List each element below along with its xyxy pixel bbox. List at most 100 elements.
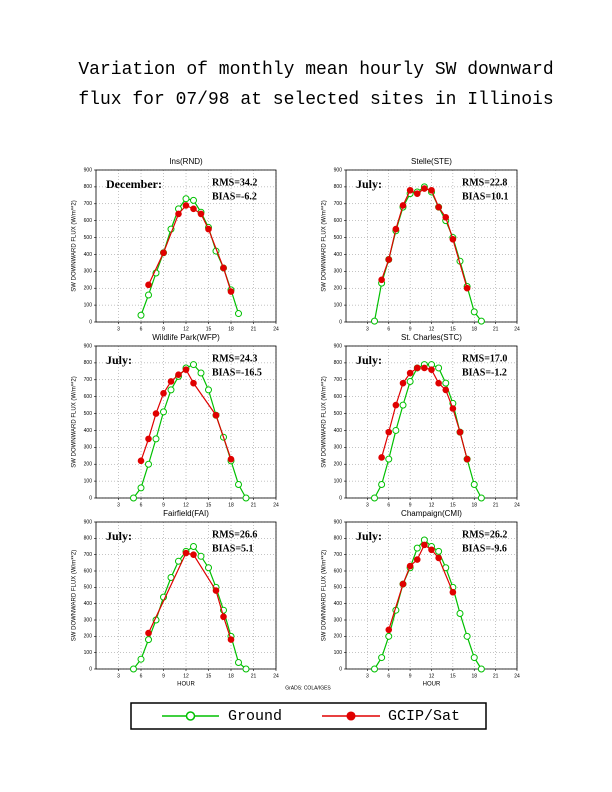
x-tick-label: 18: [228, 673, 234, 679]
data-point: [137, 457, 145, 465]
y-tick-label: 700: [334, 552, 343, 558]
y-tick-label: 200: [334, 462, 343, 468]
data-point: [413, 556, 421, 563]
data-point: [371, 317, 378, 325]
data-point: [190, 543, 197, 550]
data-point: [385, 256, 393, 263]
data-point: [205, 225, 212, 233]
y-axis-label: SW DOWNWARD FLUX (W/m**2): [322, 550, 328, 641]
x-tick-label: 12: [183, 673, 189, 679]
data-point: [190, 551, 197, 558]
y-tick-label: 300: [84, 445, 93, 451]
y-tick-label: 600: [334, 568, 343, 574]
x-tick-label: 6: [140, 502, 143, 508]
data-point: [413, 364, 421, 372]
x-tick-label: 6: [387, 673, 390, 679]
series-line: [140, 368, 232, 462]
data-point: [145, 636, 152, 644]
data-point: [378, 454, 385, 461]
y-tick-label: 100: [84, 650, 93, 656]
data-point: [197, 552, 205, 560]
panel-title: Fairfield(FAI): [163, 509, 209, 518]
y-tick-label: 800: [334, 536, 343, 542]
x-tick-label: 24: [273, 326, 279, 332]
y-tick-label: 600: [334, 218, 343, 224]
x-tick-label: 18: [228, 502, 234, 508]
rms-label: RMS=26.6: [212, 529, 257, 540]
data-point: [435, 554, 442, 562]
title-line: flux for 07/98 at selected sites in Illi…: [78, 90, 553, 110]
y-tick-label: 0: [89, 666, 92, 672]
data-point: [456, 428, 464, 436]
data-point: [378, 480, 386, 488]
x-tick-label: 12: [183, 502, 189, 508]
data-point: [449, 405, 457, 412]
x-tick-label: 15: [206, 326, 212, 332]
data-point: [130, 665, 137, 673]
data-point: [235, 480, 242, 488]
data-point: [190, 361, 197, 369]
data-point: [145, 629, 152, 637]
y-tick-label: 900: [84, 519, 93, 525]
month-label: July:: [356, 529, 382, 543]
plot-frame: [95, 169, 277, 323]
bias-label: BIAS=-9.6: [462, 543, 507, 554]
data-point: [152, 410, 160, 417]
data-point: [435, 203, 442, 211]
data-point: [449, 235, 457, 243]
data-point: [399, 580, 407, 588]
panel-title: Ins(RND): [169, 157, 203, 166]
x-tick-label: 21: [251, 326, 257, 332]
data-point: [428, 366, 435, 373]
month-label: July:: [106, 529, 132, 543]
data-point: [421, 364, 428, 372]
data-point: [145, 435, 152, 443]
bias-label: BIAS=10.1: [462, 191, 509, 202]
y-tick-label: 700: [334, 377, 343, 383]
data-point: [212, 587, 220, 594]
y-tick-label: 400: [334, 601, 343, 607]
y-tick-label: 400: [334, 252, 343, 258]
y-tick-label: 100: [84, 478, 93, 484]
data-point: [167, 386, 175, 394]
plot-frame: [345, 521, 518, 670]
bias-label: BIAS=-6.2: [212, 191, 257, 202]
data-point: [399, 401, 407, 409]
y-tick-label: 800: [84, 184, 93, 190]
data-point: [435, 364, 443, 372]
month-label: December:: [106, 177, 162, 191]
y-axis-label: SW DOWNWARD FLUX (W/m**2): [322, 376, 328, 467]
data-point: [145, 460, 152, 468]
x-tick-label: 3: [117, 326, 120, 332]
data-point: [220, 613, 227, 621]
y-tick-label: 800: [84, 536, 93, 542]
data-point: [160, 389, 167, 397]
y-tick-label: 300: [334, 269, 343, 275]
x-tick-label: 9: [409, 502, 412, 508]
data-point: [137, 655, 145, 663]
y-tick-label: 300: [84, 269, 93, 275]
x-tick-label: 24: [273, 502, 279, 508]
data-point: [428, 186, 435, 194]
series-line: [147, 204, 232, 292]
y-tick-label: 600: [334, 394, 343, 400]
x-tick-label: 6: [387, 326, 390, 332]
x-tick-label: 3: [366, 502, 369, 508]
legend-label: Ground: [228, 708, 282, 725]
legend-label: GCIP/Sat: [388, 708, 460, 725]
series-line: [133, 545, 247, 670]
data-point: [428, 546, 435, 554]
y-tick-label: 0: [89, 319, 92, 325]
y-tick-label: 900: [84, 167, 93, 173]
x-tick-label: 12: [429, 326, 435, 332]
y-tick-label: 500: [334, 235, 343, 241]
plot-frame: [345, 345, 518, 499]
title-line: Variation of monthly mean hourly SW down…: [78, 60, 553, 80]
data-point: [145, 291, 152, 299]
month-label: July:: [106, 353, 132, 367]
bias-label: BIAS=5.1: [212, 543, 254, 554]
legend-box: [130, 702, 487, 730]
data-point: [190, 205, 197, 213]
y-tick-label: 700: [84, 377, 93, 383]
data-point: [220, 264, 227, 272]
